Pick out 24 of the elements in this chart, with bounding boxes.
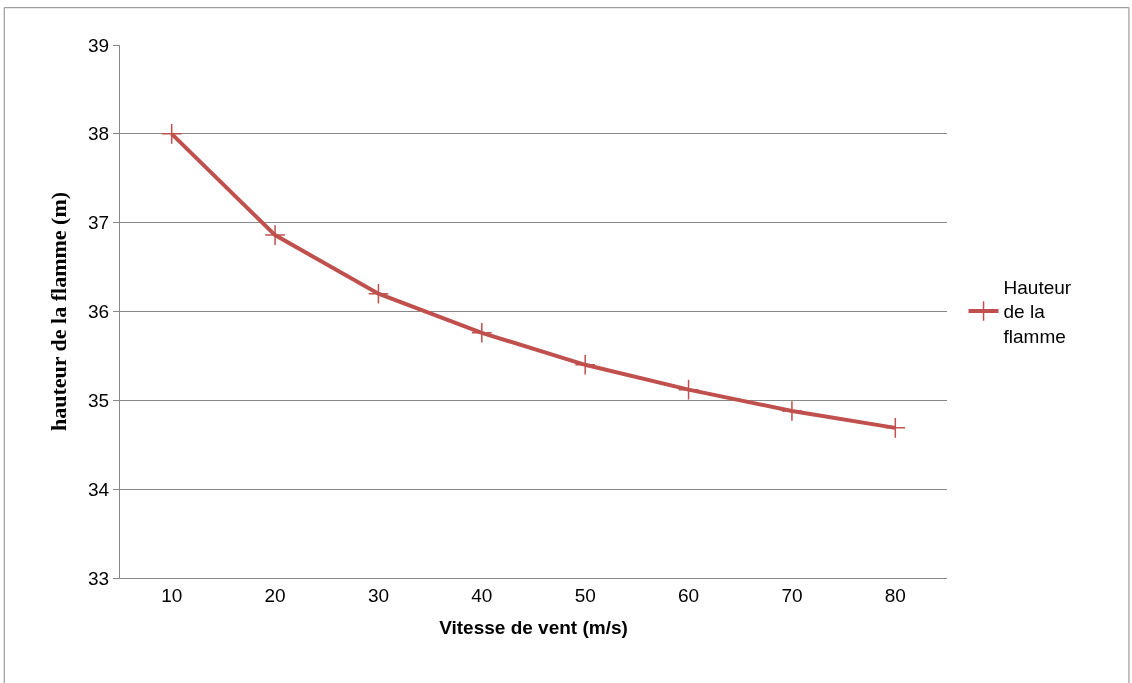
x-tick-label: 20 bbox=[264, 584, 286, 606]
y-tick-label: 38 bbox=[88, 123, 110, 145]
y-tick-label: 33 bbox=[88, 567, 110, 589]
point bbox=[678, 379, 700, 401]
point bbox=[264, 224, 286, 246]
y-tick-label: 37 bbox=[88, 212, 110, 234]
x-axis-title: Vitesse de vent (m/s) bbox=[439, 616, 628, 638]
x-tick-label: 40 bbox=[471, 584, 493, 606]
x-tick-label: 30 bbox=[367, 584, 390, 606]
legend-label: Hauteur de la flamme bbox=[1003, 276, 1072, 348]
point bbox=[367, 283, 389, 305]
x-tick-label: 70 bbox=[781, 584, 803, 606]
x-tick-label: 10 bbox=[161, 584, 183, 606]
y-tick-label: 35 bbox=[88, 389, 110, 411]
y-tick-label: 39 bbox=[88, 34, 110, 56]
x-tick-label: 80 bbox=[884, 584, 906, 606]
point bbox=[161, 123, 183, 145]
point bbox=[884, 417, 906, 439]
y-tick-label: 34 bbox=[88, 478, 110, 500]
point bbox=[471, 322, 493, 344]
y-axis-title: hauteur de la flamme (m) bbox=[45, 191, 71, 432]
y-tick-label: 36 bbox=[88, 301, 110, 323]
x-tick-label: 50 bbox=[574, 584, 596, 606]
x-tick-label: 60 bbox=[677, 584, 700, 606]
